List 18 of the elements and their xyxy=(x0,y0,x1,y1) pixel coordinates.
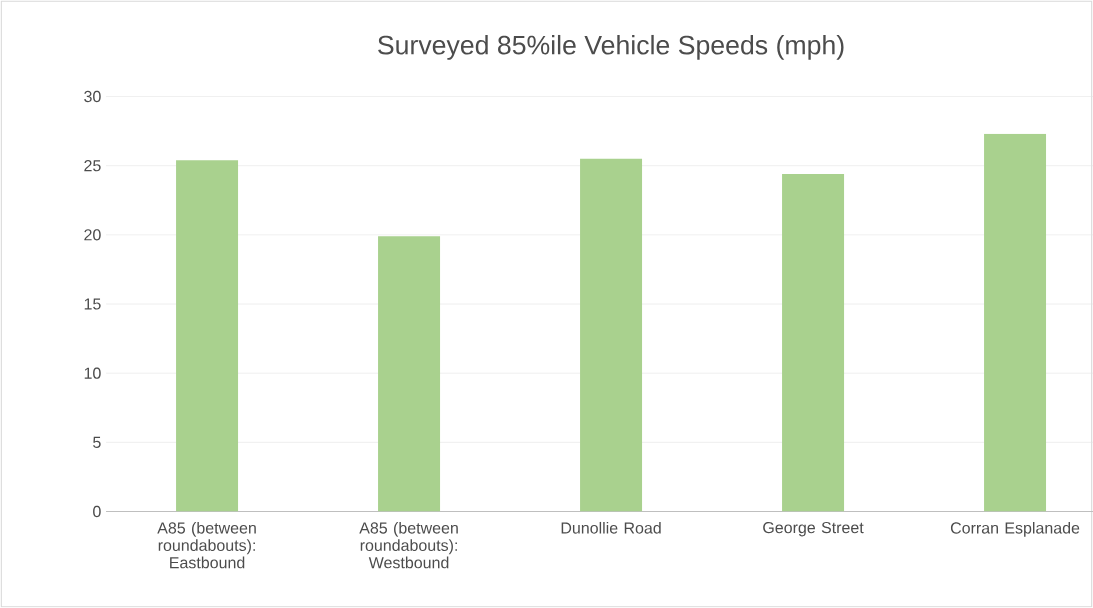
bar xyxy=(580,158,643,512)
y-tick-label: 15 xyxy=(84,298,101,310)
bar xyxy=(984,133,1047,512)
x-tick-label: Dunollie Road xyxy=(561,521,661,534)
x-tick-label: A85 (between roundabouts): Eastbound xyxy=(157,521,256,569)
bar xyxy=(378,236,441,512)
y-tick-label: 5 xyxy=(93,436,101,448)
y-tick-label: 30 xyxy=(84,90,101,103)
y-tick-label: 0 xyxy=(93,505,101,518)
chart-title: Surveyed 85%ile Vehicle Speeds (mph) xyxy=(378,34,844,60)
bar xyxy=(782,173,845,512)
x-tick-label: A85 (between roundabouts): Westbound xyxy=(359,521,458,569)
y-tick-label: 10 xyxy=(84,367,101,379)
y-tick-label: 20 xyxy=(84,229,101,241)
y-tick-label: 25 xyxy=(84,160,101,172)
x-tick-label: George Street xyxy=(763,521,864,537)
bar xyxy=(176,160,239,512)
x-tick-label: Corran Esplanade xyxy=(950,521,1080,537)
